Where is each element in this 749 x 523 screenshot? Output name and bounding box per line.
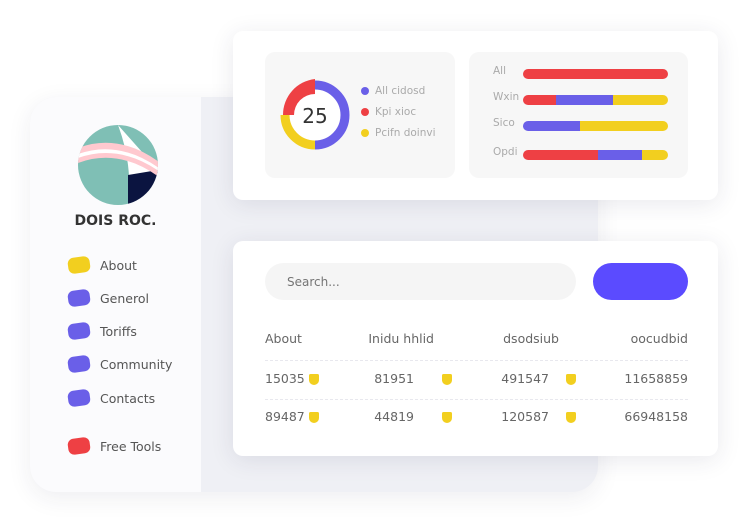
bar-segment [523, 150, 599, 160]
nav-blob-icon [66, 288, 92, 308]
bar-segment [641, 150, 668, 160]
nav-blob-icon [66, 255, 92, 275]
sidebar-item-label: Community [100, 356, 173, 372]
bar-label: Opdi [493, 146, 518, 158]
sidebar-item-generol[interactable]: Generol [66, 288, 149, 308]
donut-segment [314, 80, 350, 150]
table-cell: 44819 [374, 409, 414, 424]
avatar [78, 125, 158, 205]
table-cell: 120587 [501, 409, 549, 424]
table-card: About Inidu hhlid dsodsiub oocudbid 15035 819… [233, 241, 718, 456]
stacked-bar [523, 121, 668, 131]
legend-dot-icon [361, 129, 369, 137]
bar-segment [598, 150, 642, 160]
bar-segment [579, 121, 668, 131]
table-cell: 66948158 [624, 409, 688, 424]
stats-card: 25 All cidosd Kpi xioc Pcifn doinvi All Wxi… [233, 31, 718, 200]
table-cell: 491547 [501, 371, 549, 386]
table-header: Inidu hhlid [368, 331, 434, 346]
nav-blob-icon [66, 436, 92, 456]
legend-item: Kpi xioc [361, 106, 416, 118]
sidebar-item-label: Generol [100, 290, 149, 306]
legend-dot-icon [361, 108, 369, 116]
sidebar-item-contacts[interactable]: Contacts [66, 388, 156, 408]
donut-chart: 25 [280, 79, 350, 150]
donut-panel: 25 All cidosd Kpi xioc Pcifn doinvi [265, 52, 455, 178]
sidebar-item-label: Free Tools [100, 438, 162, 454]
legend-item: Pcifn doinvi [361, 127, 436, 139]
table-header: oocudbid [630, 331, 688, 346]
bar-label: Sico [493, 117, 515, 129]
table-cell: 89487 [265, 409, 305, 424]
bar-label: All [493, 65, 507, 77]
row-divider [265, 399, 688, 400]
sidebar-item-toriffs[interactable]: Toriffs [66, 321, 137, 341]
nav-blob-icon [66, 388, 92, 408]
brand-name: DOIS ROC. [74, 213, 157, 229]
donut-hole [294, 94, 336, 136]
table-cell: 15035 [265, 371, 305, 386]
shield-icon [566, 412, 576, 423]
bar-segment [612, 95, 668, 105]
legend-label: All cidosd [375, 85, 426, 97]
table-header: About [265, 331, 302, 346]
bar-segment [523, 95, 557, 105]
row-divider [265, 360, 688, 361]
legend-label: Pcifn doinvi [375, 127, 436, 139]
sidebar-item-label: Contacts [100, 390, 156, 406]
nav-blob-icon [66, 321, 92, 341]
donut-segment [280, 114, 316, 150]
bars-panel: All Wxin Sico Opdi [469, 52, 688, 178]
sidebar-item-label: About [100, 257, 137, 273]
legend-dot-icon [361, 87, 369, 95]
table-cell: 81951 [374, 371, 414, 386]
bar-segment [523, 121, 580, 131]
shield-icon [566, 374, 576, 385]
sidebar: DOIS ROC. About Generol Toriffs Community Co… [30, 97, 201, 492]
table-header: dsodsiub [503, 331, 559, 346]
bar-segment [523, 69, 668, 79]
sidebar-item-community[interactable]: Community [66, 354, 173, 374]
shield-icon [309, 374, 319, 385]
sidebar-item-label: Toriffs [100, 323, 137, 339]
donut-value: 25 [302, 104, 327, 128]
sidebar-item-about[interactable]: About [66, 255, 137, 275]
search-button[interactable] [593, 263, 688, 300]
legend-label: Kpi xioc [375, 106, 417, 118]
stacked-bar [523, 69, 668, 79]
bar-label: Wxin [493, 91, 520, 103]
legend-item: All cidosd [361, 85, 425, 97]
bar-segment [556, 95, 613, 105]
shield-icon [309, 412, 319, 423]
search-input[interactable] [265, 263, 576, 300]
sidebar-item-free-tools[interactable]: Free Tools [66, 436, 162, 456]
nav-blob-icon [66, 354, 92, 374]
shield-icon [442, 374, 452, 385]
stacked-bar [523, 150, 668, 160]
table-cell: 11658859 [624, 371, 688, 386]
shield-icon [442, 412, 452, 423]
stacked-bar [523, 95, 668, 105]
